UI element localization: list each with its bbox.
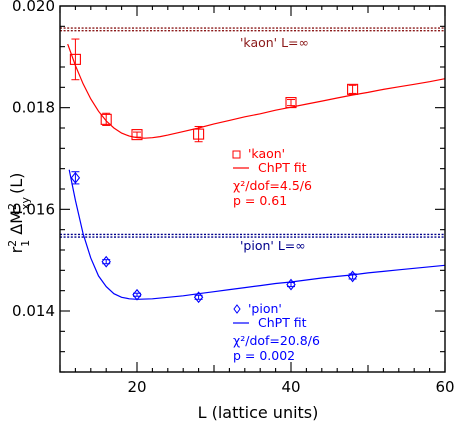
y-tick-label-2: 0.018 xyxy=(12,99,55,117)
legend-p-value-0: p = 0.61 xyxy=(233,193,287,208)
legend-marker-1 xyxy=(233,304,241,314)
x-tick-label-0: 20 xyxy=(127,378,146,396)
point-0-2 xyxy=(131,129,143,141)
legend-marker-0 xyxy=(232,150,241,159)
point-1-5 xyxy=(347,270,358,283)
x-tick-label-2: 60 xyxy=(435,378,454,396)
legend-chi2-1: χ²/dof=20.8/6 xyxy=(233,333,320,348)
y-label-sub-1: 1 xyxy=(19,240,32,247)
y-label-sup-2: 2 xyxy=(6,203,19,210)
legend-name-0: 'kaon' xyxy=(248,146,285,161)
point-0-0 xyxy=(69,53,81,65)
point-0-1 xyxy=(100,113,112,125)
point-1-2 xyxy=(132,288,142,301)
fit-curves xyxy=(67,43,446,300)
y-tick-label-1: 0.016 xyxy=(12,200,55,218)
legend-fit-label-0: ChPT fit xyxy=(258,160,307,175)
x-axis-label: L (lattice units) xyxy=(198,403,319,422)
fit-curve-0 xyxy=(67,43,446,139)
y-tick-label-3: 0.020 xyxy=(12,0,55,15)
point-1-1 xyxy=(101,255,111,268)
annotations: 'kaon' L=∞'pion' L=∞'kaon'ChPT fitχ²/dof… xyxy=(232,35,320,363)
legend-chi2-0: χ²/dof=4.5/6 xyxy=(233,178,312,193)
fit-curve-1 xyxy=(68,169,446,300)
infinite-volume-lines xyxy=(60,27,445,238)
point-1-0 xyxy=(70,171,81,184)
infinite-volume-label-kaon: 'kaon' L=∞ xyxy=(240,35,309,50)
point-1-4 xyxy=(286,278,296,291)
y-axis-label: r21 ΔM2xy(L) xyxy=(6,173,32,254)
y-label-sub-2: xy xyxy=(19,196,32,210)
point-0-5 xyxy=(347,83,359,95)
point-0-4 xyxy=(285,97,297,109)
y-tick-label-0: 0.014 xyxy=(12,302,55,320)
x-tick-label-1: 40 xyxy=(281,378,300,396)
point-0-3 xyxy=(193,128,205,140)
point-1-3 xyxy=(193,291,204,304)
legend-fit-label-1: ChPT fit xyxy=(258,315,307,330)
legend-p-value-1: p = 0.002 xyxy=(233,348,295,363)
data-points xyxy=(69,38,359,304)
y-label-sup-1: 2 xyxy=(6,240,19,247)
infinite-volume-label-pion: 'pion' L=∞ xyxy=(240,238,306,253)
legend-name-1: 'pion' xyxy=(248,301,282,316)
axes: 20 40 60 0.014 0.016 0.018 0.020 xyxy=(12,0,455,396)
